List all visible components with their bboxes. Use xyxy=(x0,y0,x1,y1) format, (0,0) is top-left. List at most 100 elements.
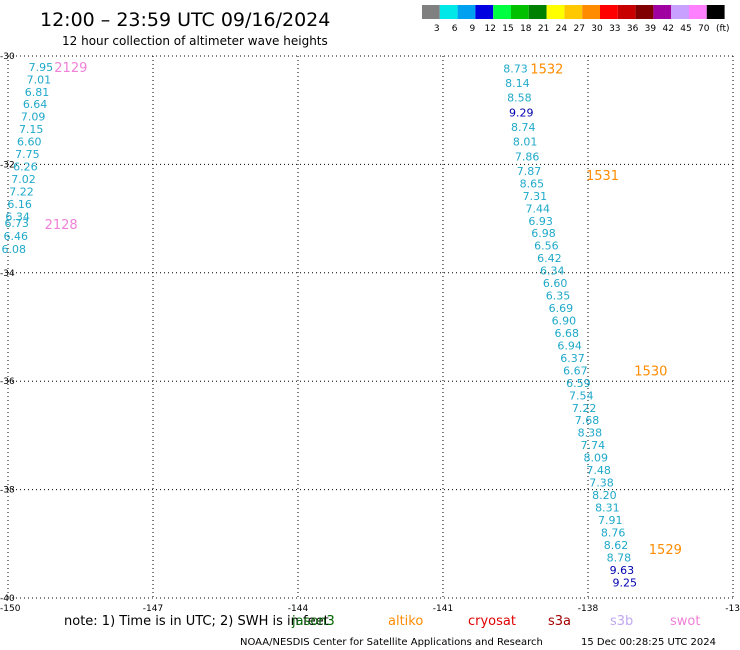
wave-height-label: 6.60 xyxy=(17,136,42,149)
legend-tick-label: 70 xyxy=(698,24,710,34)
x-tick-label: -150 xyxy=(0,604,21,614)
legend-tick-label: 24 xyxy=(556,24,568,34)
legend-tick-label: 39 xyxy=(645,24,657,34)
satellite-legend: jason3 altiko cryosat s3a s3b swot xyxy=(291,614,700,629)
wave-height-label: 6.67 xyxy=(563,364,588,377)
wave-height-label: 6.16 xyxy=(7,198,32,211)
wave-height-label: 7.22 xyxy=(572,402,597,415)
wave-height-label: 7.75 xyxy=(15,148,40,161)
wave-height-label: 6.35 xyxy=(546,290,571,303)
note-text: note: 1) Time is in UTC; 2) SWH is in fe… xyxy=(64,614,329,629)
wave-height-label: 8.31 xyxy=(595,501,620,514)
wave-height-label: 9.29 xyxy=(509,106,534,119)
wave-height-label: 6.98 xyxy=(531,227,556,240)
legend-swatch xyxy=(600,5,618,19)
legend-tick-label: 36 xyxy=(627,24,639,34)
wave-height-label: 8.73 xyxy=(503,62,528,75)
legend-tick-label: 3 xyxy=(434,24,440,34)
wave-height-label: 7.95 xyxy=(29,61,54,74)
wave-height-label: 7.22 xyxy=(9,186,34,199)
legend-tick-label: 9 xyxy=(470,24,476,34)
wave-height-label: 6.69 xyxy=(549,302,574,315)
x-tick-label: -144 xyxy=(288,604,309,614)
wave-height-values: 7.957.016.816.647.097.156.607.756.267.02… xyxy=(2,61,682,589)
satellite-name-cryosat: cryosat xyxy=(468,614,516,629)
satellite-name-s3a: s3a xyxy=(548,614,571,629)
wave-height-label: 7.01 xyxy=(27,73,52,86)
legend-tick-label: 18 xyxy=(520,24,532,34)
legend-swatch xyxy=(528,5,547,19)
footer-timestamp: 15 Dec 00:28:25 UTC 2024 xyxy=(581,637,716,648)
satellite-name-jason3: jason3 xyxy=(291,614,335,629)
page-title: 12:00 – 23:59 UTC 09/16/2024 xyxy=(40,9,330,31)
legend-swatch xyxy=(617,5,636,19)
wave-height-label: 7.02 xyxy=(11,173,36,186)
wave-height-label: 6.34 xyxy=(5,210,30,223)
satellite-name-swot: swot xyxy=(670,614,700,629)
orbit-pass-label: 1532 xyxy=(530,62,563,77)
wave-height-label: 9.63 xyxy=(610,564,635,577)
wave-height-label: 8.74 xyxy=(511,121,536,134)
orbit-pass-label: 1529 xyxy=(649,543,682,558)
legend-unit: (ft) xyxy=(716,24,730,34)
wave-height-label: 7.68 xyxy=(575,414,600,427)
satellite-name-altiko: altiko xyxy=(388,614,423,629)
wave-height-label: 8.09 xyxy=(583,452,608,465)
x-tick-label: -138 xyxy=(578,604,599,614)
orbit-pass-label: 1531 xyxy=(586,169,619,184)
y-tick-label: -38 xyxy=(0,486,15,496)
legend-swatch xyxy=(653,5,672,19)
wave-height-label: 6.34 xyxy=(540,265,565,278)
wave-height-label: 6.26 xyxy=(13,161,38,174)
wave-height-label: 8.01 xyxy=(513,136,538,149)
legend-swatch xyxy=(635,5,654,19)
wave-height-label: 8.58 xyxy=(507,92,532,105)
wave-height-label: 7.74 xyxy=(581,439,606,452)
legend-tick-label: 27 xyxy=(573,24,584,34)
legend-tick-label: 15 xyxy=(502,24,513,34)
wave-height-label: 6.37 xyxy=(560,352,585,365)
wave-height-label: 6.94 xyxy=(557,339,582,352)
legend-swatch xyxy=(493,5,511,19)
wave-height-label: 6.59 xyxy=(566,377,591,390)
legend-swatch xyxy=(671,5,689,19)
wave-height-label: 8.20 xyxy=(592,489,617,502)
satellite-name-s3b: s3b xyxy=(610,614,633,629)
wave-height-label: 7.44 xyxy=(525,202,550,215)
y-tick-label: -36 xyxy=(0,377,15,387)
plot-grid xyxy=(7,55,734,599)
orbit-pass-label: 1530 xyxy=(634,364,667,379)
footer-org: NOAA/NESDIS Center for Satellite Applica… xyxy=(240,637,543,648)
orbit-pass-label: 2128 xyxy=(45,218,78,233)
legend-tick-label: 45 xyxy=(680,24,691,34)
page-subtitle: 12 hour collection of altimeter wave hei… xyxy=(62,34,328,48)
legend-swatch xyxy=(546,5,565,19)
legend-swatch xyxy=(582,5,600,19)
wave-height-label: 6.73 xyxy=(4,217,29,230)
y-tick-label: -32 xyxy=(0,160,15,170)
wave-height-label: 6.81 xyxy=(25,86,50,99)
wave-height-label: 8.14 xyxy=(505,77,530,90)
orbit-pass-label: 2129 xyxy=(54,61,87,76)
wave-height-label: 8.65 xyxy=(520,177,545,190)
legend-swatch xyxy=(439,5,458,19)
axis-tick-labels: -30 -32 -34 -36 -38 -40-150 -147 -144 -141 -138 -1… xyxy=(0,52,740,614)
x-tick-label: -141 xyxy=(433,604,453,614)
legend-tick-label: 42 xyxy=(662,24,673,34)
legend-tick-label: 21 xyxy=(538,24,549,34)
wave-height-label: 9.25 xyxy=(612,576,637,589)
y-tick-label: -30 xyxy=(0,52,15,62)
legend-tick-label: 30 xyxy=(591,24,603,34)
legend-tick-label: 6 xyxy=(452,24,458,34)
wave-height-label: 6.68 xyxy=(554,327,579,340)
legend-tick-label: 12 xyxy=(484,24,495,34)
wave-height-label: 7.15 xyxy=(19,123,44,136)
legend-tick-label: 33 xyxy=(609,24,620,34)
legend-swatch xyxy=(475,5,494,19)
wave-height-label: 6.60 xyxy=(543,277,568,290)
wave-height-label: 6.46 xyxy=(3,230,28,243)
wave-height-label: 8.38 xyxy=(578,427,603,440)
x-tick-label: -13 xyxy=(725,604,740,614)
wave-height-label: 6.90 xyxy=(552,314,577,327)
